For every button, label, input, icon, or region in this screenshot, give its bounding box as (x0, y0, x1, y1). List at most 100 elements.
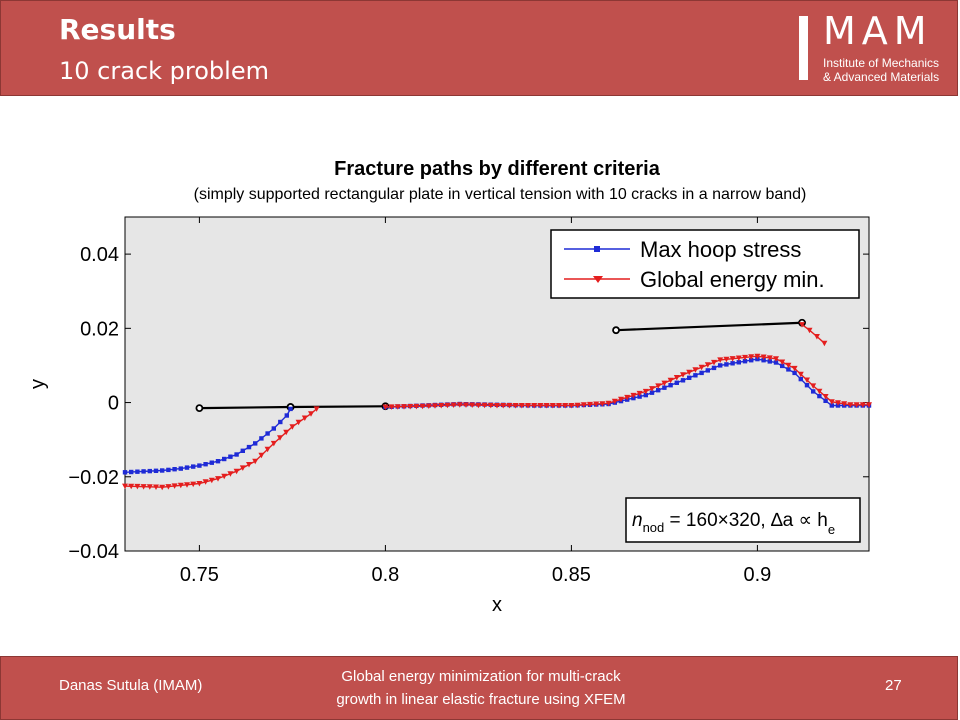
global-energy-point (190, 481, 197, 488)
axis-ticks: 0.75 0.8 0.85 0.9 −0.04 −0.02 0 0.02 0.04 (68, 217, 869, 586)
x-axis-label: x (492, 594, 502, 616)
global-energy-point (816, 388, 823, 395)
footer-paper-line2: growth in linear elastic fracture using … (336, 691, 626, 708)
max-hoop-stress-point (278, 419, 283, 425)
global-energy-point (270, 440, 277, 447)
max-hoop-stress-point (284, 413, 289, 418)
max-hoop-stress-point (773, 360, 779, 365)
max-hoop-stress-point (178, 466, 183, 471)
max-hoop-stress-point (792, 370, 797, 376)
global-energy-point (866, 402, 872, 408)
max-hoop-stress-point (203, 462, 208, 467)
logo-line1: Institute of Mechanics (823, 56, 940, 70)
crack-tip-marker (195, 404, 204, 413)
global-energy-point (667, 377, 674, 384)
max-hoop-stress-point (811, 389, 816, 394)
max-hoop-stress-point (718, 363, 723, 368)
max-hoop-stress-point (246, 444, 252, 450)
annotation-sub2: e (828, 522, 835, 537)
global-energy-point (799, 322, 805, 328)
global-energy-point (184, 482, 190, 488)
global-energy-point (723, 356, 730, 363)
x-tick-label: 0.85 (552, 564, 591, 586)
max-hoop-stress-point (160, 468, 165, 473)
max-hoop-stress-point (668, 383, 673, 388)
max-hoop-stress-point (829, 403, 834, 408)
global-energy-point (556, 403, 562, 409)
max-hoop-stress-point (153, 468, 159, 473)
global-energy-point (605, 400, 612, 407)
global-energy-point (301, 415, 308, 421)
global-energy-point (813, 334, 820, 340)
max-hoop-stress-point (736, 360, 741, 365)
global-energy-point (283, 429, 290, 436)
annotation-frame (625, 497, 861, 543)
global-energy-point (543, 403, 550, 409)
global-energy-point (748, 354, 755, 360)
footer-paper-title: Global energy minimization for multi-cra… (291, 665, 671, 711)
global-energy-point (500, 403, 507, 409)
max-hoop-stress-point (798, 376, 803, 382)
global-energy-point (618, 396, 624, 403)
x-tick-label: 0.8 (371, 564, 399, 586)
global-energy-point (611, 398, 618, 405)
max-hoop-stress-point (804, 383, 810, 388)
global-energy-point (425, 403, 432, 409)
max-hoop-stress-point (643, 392, 648, 398)
global-energy-point (171, 483, 178, 489)
global-energy-point (717, 357, 724, 363)
max-hoop-stress-point (767, 359, 772, 364)
max-hoop-stress-point (234, 452, 239, 457)
global-energy-point (159, 484, 166, 491)
chart-subtitle: (simply supported rectangular plate in v… (194, 186, 807, 203)
global-energy-point (401, 404, 407, 410)
global-energy-point (655, 383, 662, 389)
global-energy-point (277, 435, 283, 441)
global-energy-point (649, 386, 655, 392)
annotation-sub: nod (643, 520, 665, 535)
global-energy-point (419, 403, 426, 410)
global-energy-point (686, 369, 693, 376)
global-energy-point (258, 452, 265, 459)
global-energy-point (227, 471, 234, 477)
slide-footer: Danas Sutula (IMAM) Global energy minimi… (0, 656, 958, 720)
global-energy-point (760, 354, 767, 360)
annotation-rest: = 160×320, ∆a ∝ h (664, 510, 828, 531)
global-energy-point (692, 367, 699, 373)
global-energy-point (698, 364, 705, 371)
global-energy-point (853, 402, 860, 408)
global-energy-point (810, 383, 817, 389)
global-energy-point (779, 359, 786, 365)
max-hoop-stress-point (265, 431, 270, 436)
global-energy-point (128, 483, 135, 490)
annotation-n: n (632, 510, 643, 531)
max-hoop-stress-point (228, 454, 233, 459)
global-energy-point (568, 403, 575, 409)
global-energy-point (735, 355, 742, 361)
global-energy-point (518, 403, 525, 409)
global-energy-point (202, 479, 209, 485)
legend-label-max-hoop: Max hoop stress (640, 237, 801, 262)
x-tick-label: 0.75 (180, 564, 219, 586)
logo-abbr: MAM (823, 9, 933, 53)
global-energy-point (704, 362, 711, 368)
global-energy-point (630, 392, 637, 399)
global-energy-point (624, 394, 631, 401)
global-energy-point (208, 477, 215, 484)
global-energy-point (239, 465, 246, 471)
global-energy-point (481, 402, 488, 409)
global-energy-point (494, 403, 500, 409)
global-energy-point (531, 403, 538, 409)
global-energy-point (797, 371, 804, 378)
logo-line2: & Advanced Materials (823, 70, 940, 84)
max-hoop-stress-point (122, 470, 128, 475)
max-hoop-stress-point (222, 456, 227, 462)
global-energy-point (791, 365, 798, 372)
global-energy-point (828, 399, 835, 405)
initial-crack-line (290, 405, 386, 409)
global-energy-point (673, 375, 680, 381)
global-energy-point (525, 403, 531, 409)
legend-red-marker (593, 276, 603, 283)
fracture-paths-chart: Fracture paths by different criteria (si… (27, 158, 872, 616)
footer-paper-line1: Global energy minimization for multi-cra… (341, 668, 621, 685)
